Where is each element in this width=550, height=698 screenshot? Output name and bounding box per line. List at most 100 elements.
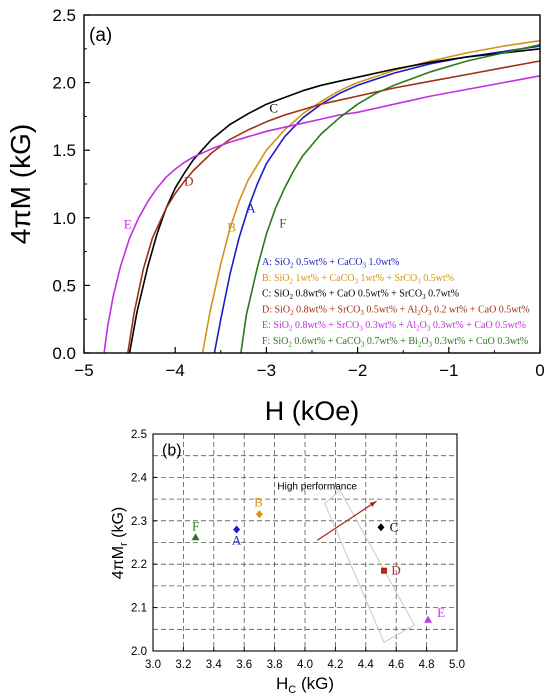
b-point-label-b: B	[254, 494, 263, 509]
legend-text-segment: 2	[290, 277, 294, 285]
b-x-tick-label: 3.4	[206, 659, 223, 671]
legend-text-segment: 2	[290, 293, 294, 301]
b-x-tick-label: 3.2	[175, 659, 191, 671]
a-y-tick-label: 2.0	[52, 74, 76, 93]
curve-label-c: C	[269, 100, 278, 115]
curve-label-e: E	[124, 217, 132, 232]
curve-f	[240, 43, 541, 354]
a-ticks: −5 −4 −3 −2 −1 0 0.0 0.5 1.0 1.5 2.0 2.5	[52, 6, 544, 380]
b-point-label-a: A	[232, 532, 242, 547]
curve-label-a: A	[246, 200, 256, 215]
legend-text-segment: 3	[422, 293, 426, 301]
legend-text-segment: C: SiO	[262, 289, 290, 300]
legend-text-segment: 3	[360, 309, 364, 317]
a-y-tick-label: 1.5	[52, 141, 76, 160]
legend-text-segment: 0.3wt% + CaO 0.5wt%	[430, 320, 526, 331]
b-region-outline	[324, 489, 416, 644]
legend-text-segment: 0.7wt%	[426, 289, 459, 300]
legend-text-segment: 2	[290, 262, 294, 270]
legend-text-segment: 0.6wt% + CaCO	[292, 336, 361, 347]
curve-c	[128, 48, 541, 354]
b-y-tick-label: 2.0	[131, 646, 147, 658]
a-x-tick-label: −1	[439, 361, 458, 380]
b-arrow-line	[316, 500, 377, 541]
legend-text-segment: A: SiO	[262, 257, 290, 268]
b-arrow-head	[369, 501, 377, 507]
curve-a	[213, 45, 541, 354]
legend-text-segment: 2	[417, 309, 421, 317]
legend-text-segment: 0.5wt% + CaCO	[294, 257, 363, 268]
legend-text-segment: O	[420, 320, 427, 331]
legend-text-segment: 2	[290, 309, 294, 317]
b-x-tick-label: 3.0	[145, 659, 161, 671]
b-y-tick-label: 2.3	[131, 516, 147, 528]
legend-text-segment: 0.3wt% + CuO 0.3wt%	[432, 336, 528, 347]
a-x-tick-label: −4	[166, 361, 185, 380]
b-y-tick-label: 2.5	[131, 429, 147, 441]
a-y-tick-label: 0.5	[52, 276, 76, 295]
b-x-axis-label: HC (kG)	[276, 674, 334, 696]
legend-text-segment: 3	[361, 341, 365, 349]
legend-text-segment: O	[421, 304, 428, 315]
legend-text-segment: 3	[429, 341, 433, 349]
curve-e	[103, 75, 541, 354]
legend-text-segment: B: SiO	[262, 273, 290, 284]
b-x-tick-label: 4.6	[388, 659, 404, 671]
b-point-a	[233, 525, 241, 534]
a-legend: A: SiO2 0.5wt% + CaCO3 1.0wt%B: SiO2 1wt…	[262, 257, 530, 349]
legend-entry-a: A: SiO2 0.5wt% + CaCO3 1.0wt%	[262, 257, 399, 270]
b-point-label-f: F	[192, 518, 199, 533]
b-ticks: 3.0 3.2 3.4 3.6 3.8 4.0 4.2 4.4 4.6 4.8 5.0 2.0 2.1 2…	[131, 429, 465, 671]
a-y-tick-label: 0.0	[52, 344, 76, 363]
legend-text-segment: 3	[428, 309, 432, 317]
legend-entry-d: D: SiO2 0.8wt% + SrCO3 0.5wt% + Al2O3 0.…	[262, 304, 530, 317]
legend-text-segment: 0.8wt% + CaO 0.5wt% + SrCO	[293, 289, 422, 300]
legend-text-segment: 0.7wt% + Bi	[364, 336, 418, 347]
b-point-label-c: C	[390, 519, 399, 534]
b-y-axis-label: 4πMr (kG)	[110, 507, 130, 579]
legend-text-segment: 3	[417, 277, 421, 285]
b-x-tick-label: 4.0	[297, 659, 313, 671]
a-x-tick-label: −2	[348, 361, 367, 380]
legend-text-segment: 3	[427, 325, 431, 333]
b-point-b	[255, 510, 263, 519]
legend-text-segment: 0.5wt% + Al	[364, 304, 418, 315]
curve-label-b: B	[227, 219, 236, 234]
b-x-tick-label: 3.8	[267, 659, 283, 671]
legend-text-segment: E: SiO	[262, 320, 289, 331]
legend-text-segment: 1wt% + SrCO	[358, 273, 417, 284]
b-point-f	[191, 533, 200, 541]
legend-text-segment: 3	[363, 262, 367, 270]
b-high-performance-region	[324, 489, 416, 644]
legend-text-segment: 2	[289, 325, 293, 333]
b-point-label-e: E	[437, 605, 445, 620]
b-panel-label: (b)	[162, 442, 182, 459]
legend-entry-c: C: SiO2 0.8wt% + CaO 0.5wt% + SrCO3 0.7w…	[262, 289, 459, 302]
a-x-tick-label: 0	[535, 361, 544, 380]
curve-label-d: D	[184, 173, 193, 188]
b-y-tick-label: 2.4	[131, 472, 148, 484]
b-x-tick-label: 4.4	[358, 659, 375, 671]
curve-d	[127, 60, 541, 354]
b-x-tick-label: 3.6	[236, 659, 252, 671]
legend-text-segment: O	[421, 336, 428, 347]
curve-label-f: F	[279, 215, 286, 230]
b-x-tick-label: 5.0	[449, 659, 465, 671]
a-curves	[103, 39, 541, 354]
b-point-e	[424, 615, 433, 623]
legend-text-segment: 0.8wt% + SrCO	[292, 320, 359, 331]
legend-text-segment: 1wt% + CaCO	[293, 273, 354, 284]
panel-b-scatter-chart: 3.0 3.2 3.4 3.6 3.8 4.0 4.2 4.4 4.6 4.8 5.0 2.0 2.1 2…	[110, 429, 465, 696]
legend-text-segment: 0.3wt% + Al	[363, 320, 417, 331]
legend-text-segment: 2	[418, 341, 422, 349]
b-point-d	[381, 567, 388, 574]
b-y-tick-label: 2.2	[131, 559, 147, 571]
a-x-tick-label: −5	[74, 361, 93, 380]
legend-text-segment: 2	[288, 341, 292, 349]
legend-text-segment: 3	[355, 277, 359, 285]
legend-text-segment: 2	[416, 325, 420, 333]
b-x-tick-label: 4.2	[327, 659, 343, 671]
a-y-axis-label: 4πM (kG)	[5, 124, 36, 244]
legend-text-segment: 0.5wt%	[421, 273, 454, 284]
